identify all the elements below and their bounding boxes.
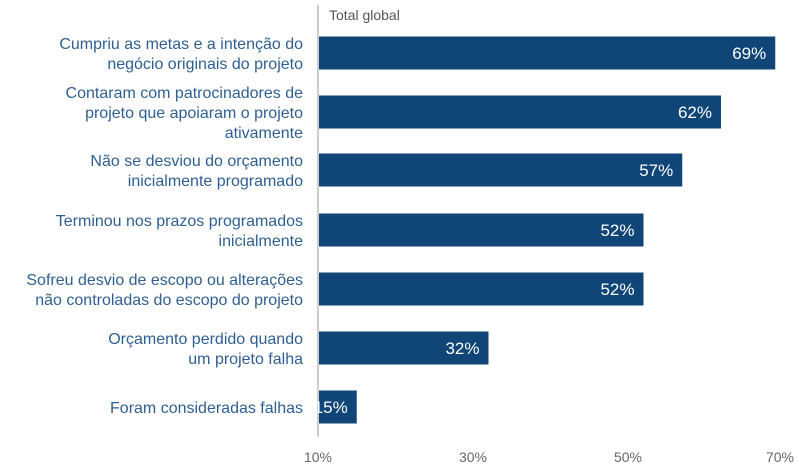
category-label: Orçamento perdido quando um projeto falha: [108, 331, 303, 368]
bar: [319, 331, 489, 365]
category-label: Não se desviou do orçamento inicialmente …: [90, 153, 303, 190]
x-tick-label: 70%: [766, 449, 794, 465]
bar: [319, 272, 644, 306]
bar-value-label: 62%: [678, 103, 712, 122]
bar-value-label: 57%: [639, 161, 673, 180]
category-label-line: Cumpriu as metas e a intenção do: [59, 36, 303, 53]
category-labels-layer: Cumpriu as metas e a intenção do negócio …: [26, 36, 303, 417]
series-title: Total global: [329, 7, 400, 23]
category-label: Contaram com patrocinadores de projeto qu…: [66, 85, 304, 142]
category-label: Terminou nos prazos programados inicialme…: [56, 213, 303, 250]
bar: [319, 36, 776, 70]
category-label-line: Terminou nos prazos programados: [56, 213, 303, 230]
x-tick-label: 50%: [614, 449, 642, 465]
category-label-line: projeto que apoiaram o projeto: [85, 105, 303, 122]
category-label-line: Sofreu desvio de escopo ou alterações: [26, 272, 303, 289]
bar-value-label: 52%: [600, 221, 634, 240]
bar-value-label: 52%: [600, 280, 634, 299]
bars-layer: 69% 62% 57% 52% 52% 32% 15%: [314, 36, 776, 424]
category-label-line: negócio originais do projeto: [107, 56, 303, 73]
bar-value-label: 32%: [445, 339, 479, 358]
bar: [319, 390, 357, 424]
category-label-line: inicialmente: [219, 233, 304, 250]
bar: [319, 153, 683, 187]
category-label: Sofreu desvio de escopo ou alterações não…: [26, 272, 303, 309]
category-label: Foram consideradas falhas: [110, 400, 303, 417]
category-label-line: um projeto falha: [188, 351, 303, 368]
category-label-line: Não se desviou do orçamento: [90, 153, 303, 170]
category-label-line: inicialmente programado: [128, 173, 303, 190]
category-label-line: Foram consideradas falhas: [110, 400, 303, 417]
x-tick-label: 30%: [459, 449, 487, 465]
category-label-line: Contaram com patrocinadores de: [66, 85, 304, 102]
category-label-line: não controladas do escopo do projeto: [35, 292, 303, 309]
category-label-line: Orçamento perdido quando: [108, 331, 303, 348]
bar-value-label: 69%: [732, 44, 766, 63]
x-tick-label: 10%: [304, 449, 332, 465]
bar: [319, 95, 721, 129]
category-label-line: ativamente: [225, 125, 303, 142]
bar-value-label: 15%: [314, 398, 348, 417]
category-label: Cumpriu as metas e a intenção do negócio …: [59, 36, 303, 73]
x-axis-ticks-layer: 10% 30% 50% 70%: [304, 449, 794, 465]
bar: [319, 213, 644, 247]
